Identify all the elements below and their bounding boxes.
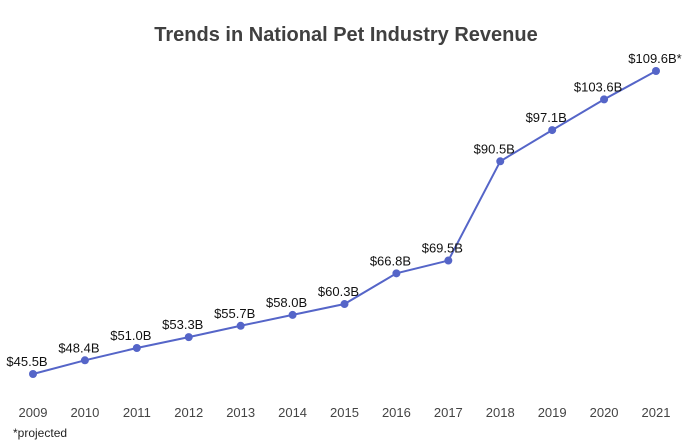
- data-point: [132, 344, 141, 353]
- data-label: $97.1B: [526, 110, 567, 125]
- data-point: [29, 370, 37, 378]
- data-point: [496, 157, 505, 166]
- x-tick-label: 2021: [642, 405, 671, 420]
- x-tick-label: 2011: [123, 405, 151, 420]
- data-label: $51.0B: [110, 328, 151, 343]
- data-point: [236, 321, 245, 330]
- data-point: [548, 126, 557, 135]
- data-point: [340, 300, 349, 309]
- data-point: [444, 256, 453, 265]
- data-label: $58.0B: [266, 295, 307, 310]
- data-label: $66.8B: [370, 253, 411, 268]
- x-tick-label: 2013: [226, 405, 255, 420]
- data-label: $90.5B: [474, 141, 515, 156]
- x-tick-label: 2020: [590, 405, 619, 420]
- data-label: $45.5B: [6, 354, 47, 369]
- data-label: $60.3B: [318, 284, 359, 299]
- x-tick-label: 2010: [70, 405, 99, 420]
- data-point: [652, 67, 660, 75]
- data-label: $48.4B: [58, 340, 99, 355]
- data-point: [392, 269, 401, 278]
- data-label: $53.3B: [162, 317, 203, 332]
- footnote: *projected: [13, 426, 68, 440]
- x-tick-label: 2015: [330, 405, 359, 420]
- x-tick-label: 2019: [538, 405, 567, 420]
- x-tick-label: 2017: [434, 405, 463, 420]
- data-point: [288, 310, 297, 319]
- x-tick-label: 2018: [486, 405, 515, 420]
- data-point: [80, 356, 89, 365]
- data-label: $55.7B: [214, 306, 255, 321]
- data-point: [184, 333, 193, 342]
- chart-title: Trends in National Pet Industry Revenue: [154, 24, 538, 46]
- x-tick-label: 2009: [19, 405, 48, 420]
- x-tick-label: 2012: [174, 405, 203, 420]
- data-label: $109.6B*: [628, 51, 682, 66]
- data-label: $103.6B: [574, 79, 622, 94]
- data-label: $69.5B: [422, 241, 463, 256]
- x-tick-label: 2016: [382, 405, 411, 420]
- data-point: [600, 95, 609, 104]
- x-tick-label: 2014: [278, 405, 307, 420]
